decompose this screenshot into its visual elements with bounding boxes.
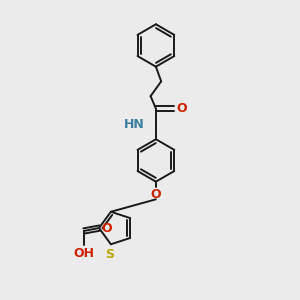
Text: HN: HN bbox=[124, 118, 145, 131]
Text: S: S bbox=[105, 248, 114, 261]
Text: O: O bbox=[176, 102, 187, 115]
Text: O: O bbox=[151, 188, 161, 200]
Text: OH: OH bbox=[73, 247, 94, 260]
Text: O: O bbox=[102, 221, 112, 235]
